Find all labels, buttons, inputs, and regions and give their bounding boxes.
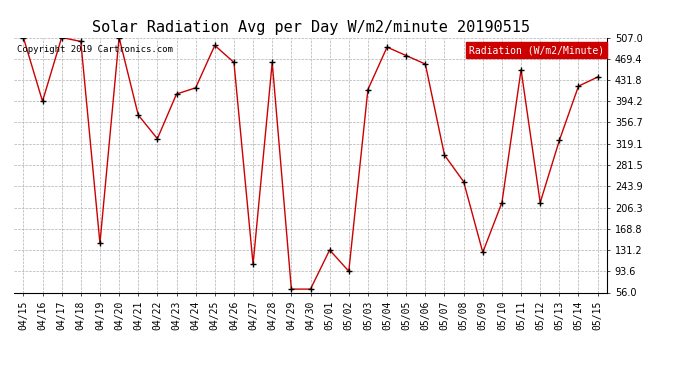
Text: Radiation (W/m2/Minute): Radiation (W/m2/Minute) <box>469 45 604 55</box>
Title: Solar Radiation Avg per Day W/m2/minute 20190515: Solar Radiation Avg per Day W/m2/minute … <box>92 20 529 35</box>
Text: Copyright 2019 Cartronics.com: Copyright 2019 Cartronics.com <box>17 45 172 54</box>
